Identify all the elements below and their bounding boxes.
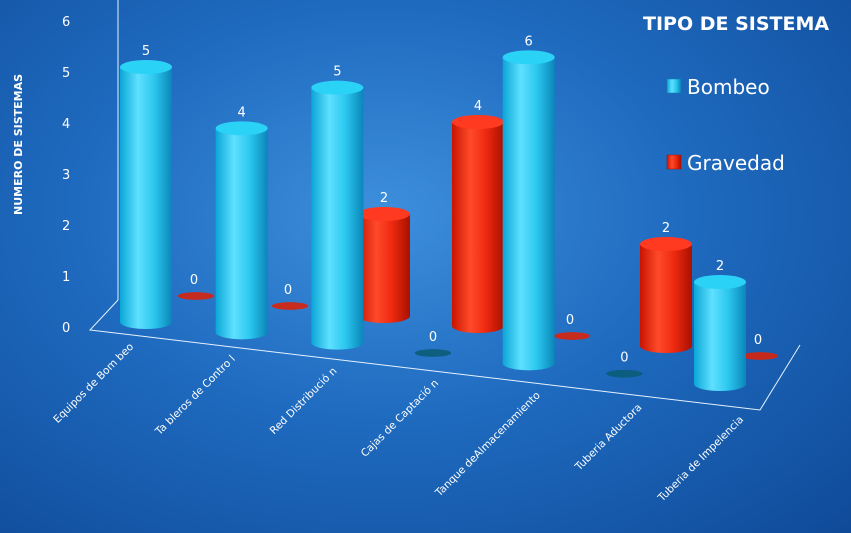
bar-gravedad: [177, 292, 215, 300]
bar-bombeo-body: [215, 128, 268, 340]
x-category-label: Tanque deAlmacenamiento: [433, 389, 543, 499]
legend-label-bombeo: Bombeo: [687, 75, 770, 99]
y-tick-label: 5: [62, 66, 70, 81]
legend-swatch-bombeo: [666, 78, 682, 94]
data-label-gravedad: 0: [566, 313, 574, 328]
bar-gravedad: [452, 115, 504, 333]
bar-gravedad-zero-disk: [741, 352, 779, 360]
legend-swatch-gravedad: [666, 154, 682, 170]
bar-bombeo-top: [120, 60, 172, 74]
axes: [88, 0, 801, 411]
bar-bombeo-top: [215, 121, 268, 136]
bar-gravedad: [741, 352, 779, 360]
legend: Bombeo Gravedad: [666, 75, 785, 175]
bar-gravedad-zero-disk: [271, 302, 309, 310]
bar-bombeo-zero-disk: [606, 369, 643, 378]
y-tick-label: 6: [62, 15, 70, 30]
y-tick-label: 2: [62, 219, 70, 234]
bar-bombeo: [414, 349, 452, 357]
x-axis-categories: Equipos de Bom beo Ta bleros de Contro l R…: [51, 341, 746, 505]
x-category-label: Cajas de Captació n: [359, 377, 441, 459]
x-category-label: Tuberia Aductora: [572, 402, 644, 474]
bar-gravedad: [640, 237, 692, 353]
bar-gravedad-top: [358, 207, 410, 221]
y-tick-label: 1: [62, 270, 70, 285]
x-category-label: Red Distribució n: [268, 365, 340, 437]
data-label-bombeo: 4: [238, 105, 246, 120]
bar-bombeo: [215, 121, 268, 340]
bar-bombeo-body: [311, 87, 364, 350]
bar-gravedad: [271, 302, 309, 310]
x-category-label: Ta bleros de Contro l: [153, 353, 238, 438]
bar-gravedad-zero-disk: [177, 292, 215, 300]
bar-gravedad-top: [640, 237, 692, 251]
data-label-bombeo: 2: [716, 259, 724, 274]
bar-gravedad-body: [640, 244, 692, 353]
bar-bombeo-body: [120, 67, 172, 329]
y-tick-label: 3: [62, 168, 70, 183]
data-label-gravedad: 0: [190, 273, 198, 288]
bar-bombeo: [694, 275, 746, 391]
legend-label-gravedad: Gravedad: [687, 151, 785, 175]
bar-bombeo-body: [694, 282, 746, 391]
bar-bombeo-top: [502, 50, 555, 65]
bars: [120, 50, 779, 391]
x-category-label: Equipos de Bom beo: [51, 341, 136, 426]
bar-gravedad-body: [358, 214, 410, 323]
bar-bombeo-top: [311, 80, 364, 95]
data-label-gravedad: 2: [662, 221, 670, 236]
y-tick-label: 4: [62, 117, 70, 132]
bar-gravedad: [553, 332, 591, 340]
bar-gravedad: [358, 207, 410, 323]
bar-gravedad-body: [452, 122, 504, 333]
data-label-bombeo: 0: [429, 330, 437, 345]
bar-bombeo-body: [502, 57, 555, 371]
data-labels: 0 0 2 4 0 2 0 5 4 5 0 6 0 2: [142, 34, 762, 365]
y-tick-label: 0: [62, 321, 70, 336]
data-label-bombeo: 0: [620, 351, 628, 366]
data-label-gravedad: 4: [474, 99, 482, 114]
bar-gravedad-zero-disk: [553, 332, 591, 340]
bar-bombeo-top: [694, 275, 746, 289]
y-axis-ticks: 0 1 2 3 4 5 6: [62, 15, 70, 336]
data-label-gravedad: 0: [754, 333, 762, 348]
chart-title: TIPO DE SISTEMA: [643, 13, 829, 35]
data-label-bombeo: 5: [333, 65, 341, 80]
bar-bombeo-zero-disk: [414, 349, 452, 357]
floor-outline: [88, 299, 801, 411]
y-axis-label: NUMERO DE SISTEMAS: [12, 74, 25, 215]
bar-bombeo: [502, 50, 555, 371]
bar-bombeo: [606, 369, 643, 378]
data-label-bombeo: 6: [525, 34, 533, 49]
data-label-bombeo: 5: [142, 44, 150, 59]
bar-bombeo: [311, 80, 364, 350]
bar-gravedad-top: [452, 115, 504, 129]
bar-bombeo: [120, 60, 172, 329]
data-label-gravedad: 0: [284, 283, 292, 298]
x-category-label: Tuberia de Impelencia: [655, 414, 746, 505]
data-label-gravedad: 2: [380, 191, 388, 206]
